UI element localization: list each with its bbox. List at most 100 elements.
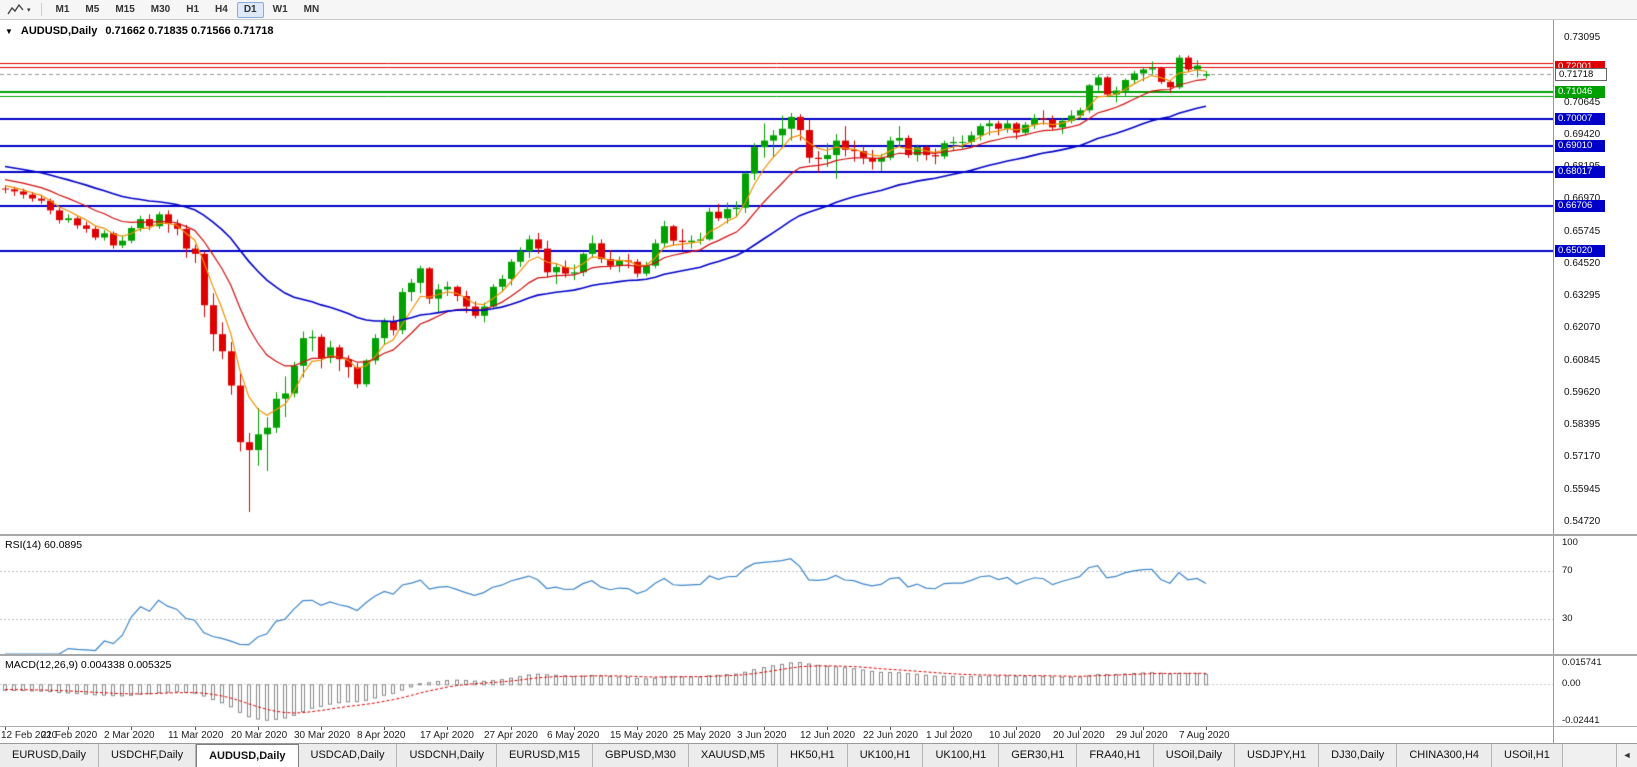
- date-axis-label: 25 May 2020: [673, 730, 731, 741]
- chart-tab-gbpusd-m30[interactable]: GBPUSD,M30: [592, 744, 689, 767]
- date-axis-tick: [953, 727, 954, 730]
- chart-ohlc-values: 0.71662 0.71835 0.71566 0.71718: [105, 25, 274, 37]
- chart-tab-usdchf-daily[interactable]: USDCHF,Daily: [98, 744, 197, 767]
- chart-tab-hk50-h1[interactable]: HK50,H1: [778, 744, 848, 767]
- date-axis-label: 11 Mar 2020: [168, 730, 224, 741]
- timeframe-button-m5[interactable]: M5: [85, 3, 100, 15]
- date-axis-label: 3 Jun 2020: [737, 730, 787, 741]
- date-axis-tick: [384, 727, 385, 730]
- date-axis-label: 7 Aug 2020: [1179, 730, 1230, 741]
- timeframe-button-h1[interactable]: H1: [186, 3, 200, 15]
- date-axis-label: 1 Jul 2020: [926, 730, 973, 741]
- one-click-trading-arrow-icon[interactable]: ▼: [5, 26, 13, 36]
- price-axis-label: 0.65745: [1564, 225, 1601, 237]
- chart-tab-usdjpy-h1[interactable]: USDJPY,H1: [1235, 744, 1320, 767]
- timeframe-group: M1 M5 M15 M30 H1 H4 D1 W1 MN: [48, 1, 328, 18]
- date-axis-label: 12 Jun 2020: [800, 730, 856, 741]
- macd-panel-canvas[interactable]: [0, 656, 1553, 726]
- chart-type-button[interactable]: ▾: [3, 1, 35, 19]
- price-axis-label: 0.54720: [1564, 516, 1601, 527]
- chart-tab-usoil-h1[interactable]: USOil,H1: [1492, 744, 1563, 767]
- price-axis-label: 0.70645: [1564, 96, 1601, 108]
- date-axis-tick: [1080, 727, 1081, 730]
- date-axis-label: 22 Jun 2020: [863, 730, 919, 741]
- date-axis-label: 27 Apr 2020: [484, 730, 538, 741]
- timeframe-button-mn[interactable]: MN: [303, 3, 320, 15]
- indicator-scale-label: -0.02441: [1562, 715, 1600, 726]
- chart-title: ▼ AUDUSD,Daily 0.71662 0.71835 0.71566 0…: [5, 25, 274, 37]
- chart-tab-eurusd-m15[interactable]: EURUSD,M15: [497, 744, 593, 767]
- main-chart-canvas[interactable]: [0, 20, 1553, 534]
- date-axis-tick: [131, 727, 132, 730]
- macd-indicator-label: MACD(12,26,9) 0.004338 0.005325: [5, 659, 172, 671]
- date-axis-tick: [447, 727, 448, 730]
- price-level-tag: 0.66706: [1555, 200, 1605, 213]
- chart-tab-eurusd-daily[interactable]: EURUSD,Daily: [0, 744, 99, 767]
- date-axis-tick: [258, 727, 259, 730]
- price-level-tag: 0.70007: [1555, 113, 1605, 126]
- indicator-scale-label: 30: [1562, 612, 1573, 624]
- timeframe-button-d1[interactable]: D1: [236, 1, 264, 18]
- panel-separator[interactable]: [0, 534, 1637, 536]
- date-axis-label: 21 Feb 2020: [41, 730, 98, 741]
- date-axis-tick: [511, 727, 512, 730]
- price-axis-label: 0.55945: [1564, 483, 1601, 495]
- chart-tab-uk100-h1[interactable]: UK100,H1: [923, 744, 1000, 767]
- date-axis-tick: [321, 727, 322, 730]
- time-axis[interactable]: 12 Feb 2020 21 Feb 2020 2 Mar 2020 11 Mar 2…: [0, 727, 1553, 743]
- panel-separator[interactable]: [0, 654, 1637, 656]
- date-axis-tick: [890, 727, 891, 730]
- chart-tab-usoil-daily[interactable]: USOil,Daily: [1153, 744, 1236, 767]
- price-axis-label: 0.59620: [1564, 386, 1601, 398]
- date-axis-label: 15 May 2020: [610, 730, 668, 741]
- price-level-tag: 0.71046: [1555, 85, 1605, 98]
- date-axis-label: 29 Jul 2020: [1116, 730, 1168, 741]
- date-axis-tick: [195, 727, 196, 730]
- price-axis-label: 0.60845: [1564, 354, 1601, 366]
- chart-tab-xauusd-m5[interactable]: XAUUSD,M5: [688, 744, 779, 767]
- date-axis-tick: [637, 727, 638, 730]
- line-chart-icon: [7, 3, 25, 17]
- date-axis-tick: [827, 727, 828, 730]
- chart-tab-usdcad-daily[interactable]: USDCAD,Daily: [298, 744, 398, 767]
- date-axis-tick: [68, 727, 69, 730]
- date-axis-label: 12 Feb 2020: [1, 730, 58, 741]
- price-axis-label: 0.57170: [1564, 451, 1601, 463]
- tab-scroll-left-button[interactable]: ◄: [1616, 744, 1637, 767]
- date-axis-tick: [764, 727, 765, 730]
- chart-symbol-period: AUDUSD,Daily: [20, 25, 98, 37]
- price-axis-label: 0.63295: [1564, 290, 1601, 302]
- chart-tab-fra40-h1[interactable]: FRA40,H1: [1077, 744, 1154, 767]
- timeframe-button-m30[interactable]: M30: [150, 3, 171, 15]
- rsi-indicator-label: RSI(14) 60.0895: [5, 539, 83, 551]
- date-axis-label: 6 May 2020: [547, 730, 600, 741]
- chart-tab-usdcnh-daily[interactable]: USDCNH,Daily: [397, 744, 498, 767]
- timeframe-button-m1[interactable]: M1: [55, 3, 70, 15]
- bid-price-tag: 0.71718: [1555, 68, 1607, 82]
- date-axis-tick: [1143, 727, 1144, 730]
- date-axis-label: 8 Apr 2020: [357, 730, 406, 741]
- price-scale[interactable]: 0.730950.718700.706450.694200.681950.669…: [1553, 20, 1637, 743]
- chart-tab-ger30-h1[interactable]: GER30,H1: [999, 744, 1078, 767]
- price-axis-label: 0.64520: [1564, 257, 1601, 269]
- chart-tab-audusd-daily[interactable]: AUDUSD,Daily: [196, 744, 299, 767]
- date-axis-label: 17 Apr 2020: [420, 730, 474, 741]
- price-axis-label: 0.58395: [1564, 419, 1601, 431]
- timeframe-button-w1[interactable]: W1: [272, 3, 288, 15]
- timeframe-button-m15[interactable]: M15: [115, 3, 135, 15]
- indicator-scale-label: 70: [1562, 565, 1573, 577]
- chart-tab-uk100-h1[interactable]: UK100,H1: [847, 744, 924, 767]
- rsi-panel-canvas[interactable]: [0, 536, 1553, 654]
- chart-tab-dj30-daily[interactable]: DJ30,Daily: [1319, 744, 1398, 767]
- price-axis-label: 0.73095: [1564, 32, 1601, 43]
- price-axis-label: 0.69420: [1564, 128, 1601, 140]
- chart-tab-china300-h4[interactable]: CHINA300,H4: [1397, 744, 1493, 767]
- date-axis-tick: [5, 727, 6, 730]
- date-axis-label: 30 Mar 2020: [294, 730, 351, 741]
- price-axis-label: 0.62070: [1564, 322, 1601, 334]
- date-axis-label: 20 Mar 2020: [231, 730, 288, 741]
- timeframe-button-h4[interactable]: H4: [215, 3, 228, 15]
- date-axis-tick: [574, 727, 575, 730]
- date-axis-label: 10 Jul 2020: [989, 730, 1041, 741]
- date-axis-tick: [700, 727, 701, 730]
